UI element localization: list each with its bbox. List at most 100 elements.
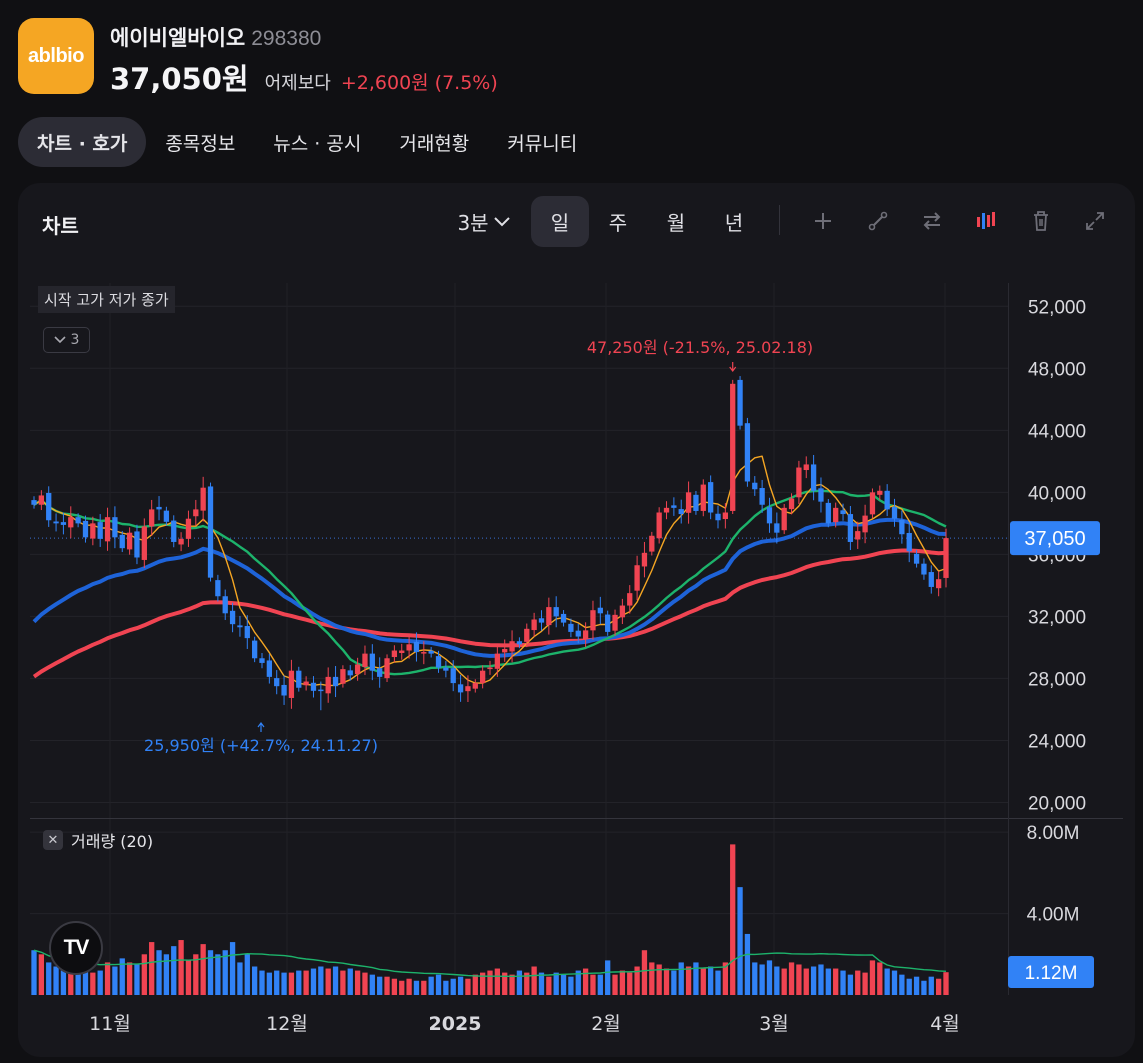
- chevron-down-icon: [493, 216, 510, 226]
- candle-body: [855, 531, 861, 540]
- candle-body: [391, 650, 398, 658]
- compare-icon[interactable]: [919, 207, 945, 235]
- candle-body: [68, 517, 74, 528]
- candle-body: [296, 670, 302, 688]
- candle-body: [582, 630, 589, 640]
- volume-bar: [582, 968, 589, 995]
- candle-body: [126, 532, 133, 550]
- candle-body: [310, 682, 317, 691]
- line-draw-icon[interactable]: [865, 207, 891, 235]
- price-tick-label: 28,000: [1028, 669, 1086, 690]
- volume-bar: [803, 968, 809, 995]
- volume-bar: [612, 974, 618, 995]
- candle-body: [171, 520, 177, 542]
- period-month-button[interactable]: 월: [666, 211, 686, 235]
- volume-bar: [156, 950, 162, 995]
- volume-bar: [678, 962, 684, 995]
- volume-ma-line: [33, 949, 947, 978]
- tab-community[interactable]: 커뮤니티: [507, 132, 578, 155]
- volume-bar: [384, 976, 390, 995]
- period-year-button[interactable]: 년: [724, 211, 744, 235]
- volume-bar: [935, 978, 942, 995]
- volume-bar: [877, 962, 883, 995]
- volume-bar: [318, 966, 324, 995]
- volume-bar: [913, 976, 920, 995]
- volume-bar: [509, 974, 515, 995]
- close-icon[interactable]: ✕: [43, 830, 63, 850]
- plus-icon[interactable]: [810, 207, 836, 235]
- period-day-button[interactable]: 일: [531, 196, 589, 247]
- volume-bar: [97, 970, 103, 995]
- timeframe-select[interactable]: 3분: [448, 196, 520, 247]
- price-tick-label: 24,000: [1028, 731, 1086, 752]
- candle-body: [46, 492, 52, 521]
- volume-bar: [200, 944, 206, 995]
- candle-body: [913, 553, 920, 564]
- volume-legend: ✕ 거래량 (20): [43, 828, 153, 852]
- candle-body: [627, 593, 633, 606]
- candle-body: [744, 423, 751, 482]
- candle-body: [612, 614, 618, 631]
- volume-bar: [744, 933, 751, 995]
- candle-body: [340, 669, 346, 684]
- candle-body: [141, 526, 147, 560]
- candle-body: [90, 523, 96, 539]
- expand-icon[interactable]: [1082, 207, 1108, 235]
- volume-bar: [251, 966, 258, 995]
- candle-body: [818, 488, 824, 502]
- indicator-count: 3: [70, 332, 80, 348]
- candle-body: [406, 644, 412, 651]
- candle-body: [906, 532, 912, 552]
- candle-body: [332, 676, 339, 687]
- tab-trading[interactable]: 거래현황: [399, 132, 470, 155]
- tab-news[interactable]: 뉴스 · 공시: [273, 132, 362, 155]
- candle-body: [163, 510, 170, 522]
- volume-bar: [465, 978, 471, 995]
- tab-stock-info[interactable]: 종목정보: [165, 132, 236, 155]
- candle-body: [862, 515, 868, 533]
- trash-icon[interactable]: [1028, 207, 1054, 235]
- candle-body: [641, 552, 648, 567]
- volume-bar: [884, 968, 890, 995]
- candle-body: [318, 689, 324, 692]
- volume-bar: [296, 970, 302, 995]
- indicator-collapse-button[interactable]: 3: [43, 327, 90, 353]
- volume-bar: [671, 970, 677, 995]
- volume-bar: [303, 970, 309, 995]
- candle-body: [421, 652, 427, 654]
- candle-body: [656, 512, 662, 539]
- price-tick-label: 32,000: [1028, 607, 1086, 628]
- volume-bar: [82, 968, 89, 995]
- volume-bar: [112, 966, 118, 995]
- candle-body: [928, 572, 934, 587]
- candle-body: [869, 492, 876, 515]
- volume-bar: [862, 972, 868, 995]
- tradingview-logo[interactable]: TV: [49, 921, 103, 975]
- candle-body: [369, 653, 375, 671]
- volume-bar: [178, 940, 184, 995]
- chart-grid: [30, 283, 1123, 995]
- candle-body: [825, 502, 831, 524]
- high-price-annotation: 47,250원 (-21.5%, 25.02.18): [587, 338, 813, 357]
- volume-bar: [818, 964, 824, 995]
- candle-body: [384, 658, 390, 679]
- tab-chart-orderbook[interactable]: 차트 · 호가: [18, 117, 147, 167]
- volume-bar: [715, 970, 721, 995]
- candle-body: [457, 684, 464, 693]
- period-week-button[interactable]: 주: [608, 211, 628, 235]
- volume-bar: [259, 970, 265, 995]
- volume-bar: [538, 972, 545, 995]
- volume-bar: [399, 980, 405, 995]
- volume-bar: [362, 972, 368, 995]
- ohlc-legend: 시작 고가 저가 종가: [38, 286, 175, 313]
- indicator-icon[interactable]: [973, 207, 999, 235]
- candle-body: [465, 686, 471, 692]
- price-tick-label: 52,000: [1028, 297, 1086, 318]
- candle-body: [766, 507, 773, 524]
- volume-bar: [921, 980, 927, 995]
- candle-body: [251, 640, 258, 659]
- candle-body: [244, 626, 250, 639]
- time-tick-label: 3월: [759, 1013, 789, 1035]
- volume-bar: [619, 970, 626, 995]
